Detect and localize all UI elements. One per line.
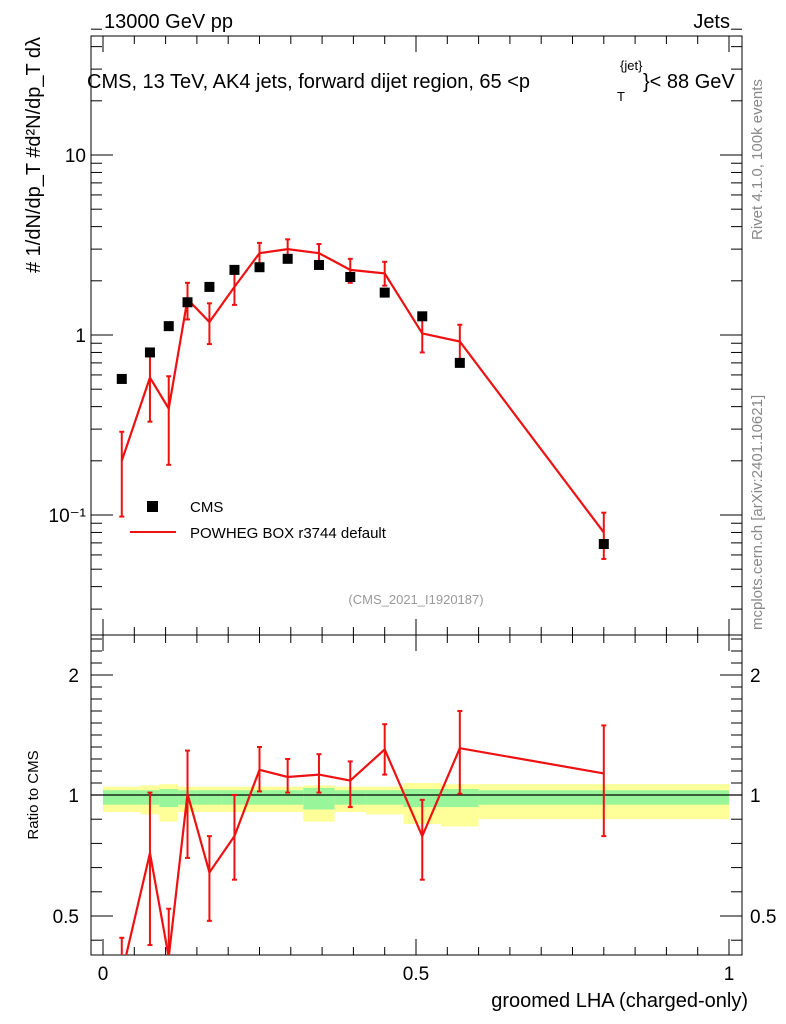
band-inner <box>272 790 304 805</box>
data-point <box>144 347 155 358</box>
plot-title-sub: T <box>617 89 625 104</box>
mc-line-ratio <box>125 746 604 955</box>
data-point <box>454 357 465 368</box>
band-inner <box>403 789 442 808</box>
bottom-ytick-label: 2 <box>68 666 79 687</box>
plot-title-end: }< 88 GeV <box>643 71 735 93</box>
bottom-ytick-label-right: 1 <box>750 786 761 807</box>
data-point <box>229 264 240 275</box>
legend: CMS POWHEG BOX r3744 default <box>130 499 387 542</box>
data-point <box>163 321 174 332</box>
band-inner <box>159 789 179 808</box>
data-point <box>313 259 324 270</box>
data-point <box>116 373 127 384</box>
legend-data-marker <box>147 501 158 512</box>
band-inner <box>303 787 335 810</box>
data-point <box>598 539 609 550</box>
bottom-ytick-label-right: 2 <box>750 666 761 687</box>
ylabel-top: # 1/dN/dp_T #d²N/dp_T dλ <box>23 37 45 273</box>
top-ytick-label: 1 <box>75 326 86 347</box>
data-point <box>379 287 390 298</box>
ylabel-top-text: # 1/dN/dp_T #d²N/dp_T dλ <box>23 37 45 273</box>
data-point <box>345 272 356 283</box>
data-series-top <box>116 253 609 550</box>
header-left: 13000 GeV pp <box>104 11 233 33</box>
data-point <box>417 311 428 322</box>
plot-title: CMS, 13 TeV, AK4 jets, forward dijet reg… <box>87 71 530 93</box>
legend-mc-label: POWHEG BOX r3744 default <box>190 525 387 542</box>
top-ytick-label: 10⁻¹ <box>49 506 87 527</box>
plot-title-super: {jet} <box>620 58 643 73</box>
bottom-xtick-label: 0.5 <box>403 964 429 985</box>
band-inner <box>441 789 479 808</box>
band-inner <box>365 790 404 805</box>
ylabel-bottom: Ratio to CMS <box>25 750 42 839</box>
side-label-bottom: mcplots.cern.ch [arXiv:2401.10621] <box>749 395 766 630</box>
data-point <box>282 253 293 264</box>
legend-data-label: CMS <box>190 499 223 516</box>
analysis-tag: (CMS_2021_I1920187) <box>348 592 483 607</box>
xlabel: groomed LHA (charged-only) <box>491 990 748 1012</box>
band-inner <box>103 790 141 805</box>
band-inner <box>246 790 273 805</box>
bottom-ytick-label: 1 <box>68 786 79 807</box>
band-inner <box>196 790 222 805</box>
top-ytick-label: 10 <box>65 146 86 167</box>
data-point <box>254 262 265 273</box>
bottom-ytick-label-right: 0.5 <box>750 907 776 928</box>
top-panel-frame <box>90 35 743 636</box>
mc-series-ratio <box>119 710 607 955</box>
data-point <box>182 297 193 308</box>
plot-title-main: CMS, 13 TeV, AK4 jets, forward dijet reg… <box>87 71 530 93</box>
bottom-ytick-label: 0.5 <box>53 907 79 928</box>
top-axis-ticks: 10⁻¹ 1 10 <box>49 28 742 635</box>
bottom-axis-ticks: 0.5 0.5 1 1 2 2 0 0.5 1 <box>53 635 776 985</box>
ratio-uncertainty-bands <box>91 783 742 827</box>
mc-line-top <box>120 248 605 534</box>
header-right: Jets <box>693 11 730 33</box>
side-label-top: Rivet 4.1.0, 100k events <box>749 79 766 240</box>
data-point <box>204 281 215 292</box>
bottom-xtick-label: 1 <box>724 964 735 985</box>
ratio-clipped-group <box>119 710 607 955</box>
bottom-xtick-label: 0 <box>98 964 109 985</box>
